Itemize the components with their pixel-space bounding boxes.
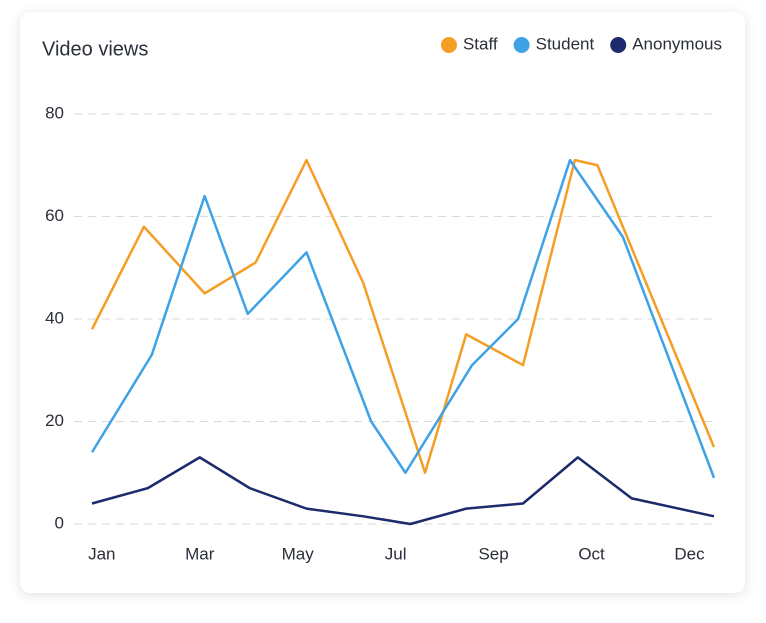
y-tick-label: 80 — [45, 103, 64, 122]
y-tick-label: 0 — [55, 513, 64, 532]
legend-label: Anonymous — [632, 34, 722, 53]
x-tick-label: Mar — [185, 544, 215, 563]
chart-title: Video views — [42, 38, 148, 60]
y-tick-label: 40 — [45, 308, 64, 327]
x-tick-label: Dec — [674, 544, 705, 563]
x-tick-label: Oct — [578, 544, 605, 563]
card — [20, 12, 745, 593]
x-tick-label: Jan — [88, 544, 115, 563]
line — [90, 158, 716, 474]
legend-marker — [513, 37, 530, 53]
line — [90, 158, 716, 479]
y-tick-label: 20 — [45, 411, 64, 430]
legend-label: Student — [536, 34, 595, 53]
x-tick-label: May — [282, 544, 315, 563]
legend-marker — [610, 37, 627, 53]
legend-marker — [440, 37, 457, 53]
x-tick-label: Jul — [385, 544, 407, 563]
x-tick-label: Sep — [478, 544, 508, 563]
line — [91, 456, 715, 526]
y-tick-label: 60 — [45, 206, 64, 225]
legend-label: Staff — [463, 34, 498, 53]
